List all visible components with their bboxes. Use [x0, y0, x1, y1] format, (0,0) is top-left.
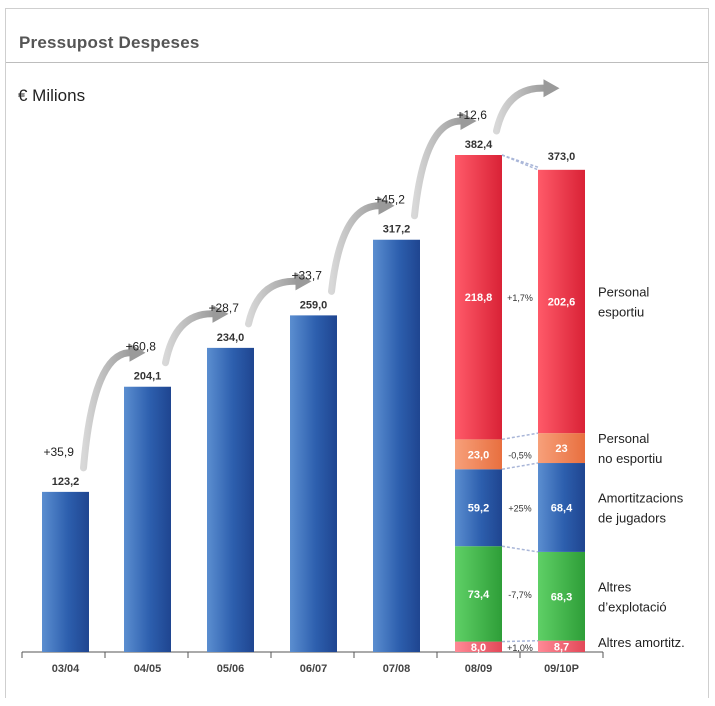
- bar-value-label: 382,4: [465, 139, 493, 151]
- chart-title: Pressupost Despeses: [19, 33, 200, 52]
- segment-value-label: 202,6: [548, 296, 576, 308]
- stacked-segment: [538, 640, 585, 652]
- x-tick-label: 03/04: [52, 663, 80, 675]
- segment-change-label: +1,7%: [507, 293, 533, 303]
- segment-value-label: 8,0: [471, 642, 486, 654]
- stacked-segment: [538, 551, 585, 641]
- legend-label: Personal no esportiu: [598, 431, 662, 466]
- increment-label: +45,2: [375, 193, 406, 207]
- x-tick-label: 08/09: [465, 663, 493, 675]
- chart-frame: [5, 8, 709, 698]
- stacked-segment: [455, 641, 502, 652]
- bar-value-label: 259,0: [300, 299, 328, 311]
- bar: [42, 491, 89, 652]
- increment-arrow: [493, 84, 549, 135]
- increment-arrow-head: [378, 196, 395, 215]
- increment-arrow: [80, 349, 135, 472]
- increment-label: +12,6: [457, 108, 488, 122]
- x-tick-label: 06/07: [300, 663, 328, 675]
- x-tick-label: 05/06: [217, 663, 245, 675]
- bar-value-label: 204,1: [134, 371, 162, 383]
- stacked-segment: [538, 169, 585, 434]
- segment-value-label: 23: [555, 443, 567, 455]
- x-tick-label: 09/10P: [544, 663, 579, 675]
- total-connector: [501, 154, 539, 168]
- bar: [373, 239, 420, 652]
- stacked-segment: [538, 433, 585, 464]
- segment-connector: [501, 545, 539, 553]
- increment-arrow-head: [129, 343, 146, 362]
- bar-value-label: 123,2: [52, 476, 80, 488]
- bar-value-label: 234,0: [217, 332, 245, 344]
- increment-label: +35,9: [44, 445, 75, 459]
- increment-label: +33,7: [292, 268, 323, 282]
- segment-value-label: 73,4: [468, 589, 490, 601]
- segment-connector: [501, 432, 539, 441]
- increment-label: +28,7: [209, 301, 240, 315]
- legend-label: Altres d’explotació: [598, 579, 667, 614]
- stacked-segment: [538, 463, 585, 552]
- stacked-segment: [455, 546, 502, 642]
- legend-label: Altres amortitz.: [598, 635, 685, 650]
- segment-value-label: 68,4: [551, 502, 573, 514]
- segment-change-label: +25%: [508, 504, 531, 514]
- bar: [207, 347, 254, 652]
- segment-change-label: +1,0%: [507, 643, 533, 653]
- x-tick-label: 04/05: [134, 663, 162, 675]
- increment-arrow: [328, 202, 384, 295]
- increment-arrow: [411, 117, 466, 220]
- increment-arrow: [245, 277, 301, 328]
- increment-arrow: [162, 310, 218, 367]
- bar: [290, 315, 337, 652]
- legend-label: Amortitzacions de jugadors: [598, 490, 684, 525]
- bar: [124, 386, 171, 652]
- increment-arrow-head: [543, 79, 560, 98]
- increment-arrow-head: [295, 272, 312, 291]
- segment-value-label: 59,2: [468, 503, 489, 515]
- increment-label: +60,8: [126, 340, 157, 354]
- segment-value-label: 218,8: [465, 292, 493, 304]
- bar-value-label: 317,2: [383, 224, 411, 236]
- stacked-segment: [455, 439, 502, 470]
- stacked-segment: [455, 469, 502, 547]
- bar-value-label: 373,0: [548, 151, 576, 163]
- segment-change-label: -0,5%: [508, 450, 532, 460]
- unit-label: € Milions: [18, 86, 86, 105]
- segment-value-label: 8,7: [554, 641, 569, 653]
- increment-arrow-head: [460, 112, 477, 130]
- segment-value-label: 23,0: [468, 449, 489, 461]
- segment-connector: [501, 462, 539, 471]
- segment-connector: [501, 639, 539, 643]
- stacked-segment: [455, 155, 502, 440]
- legend-label: Personal esportiu: [598, 284, 649, 319]
- segment-change-label: -7,7%: [508, 590, 532, 600]
- increment-arrow-head: [212, 304, 229, 323]
- x-tick-label: 07/08: [383, 663, 411, 675]
- chart-header: [6, 22, 708, 63]
- segment-value-label: 68,3: [551, 591, 572, 603]
